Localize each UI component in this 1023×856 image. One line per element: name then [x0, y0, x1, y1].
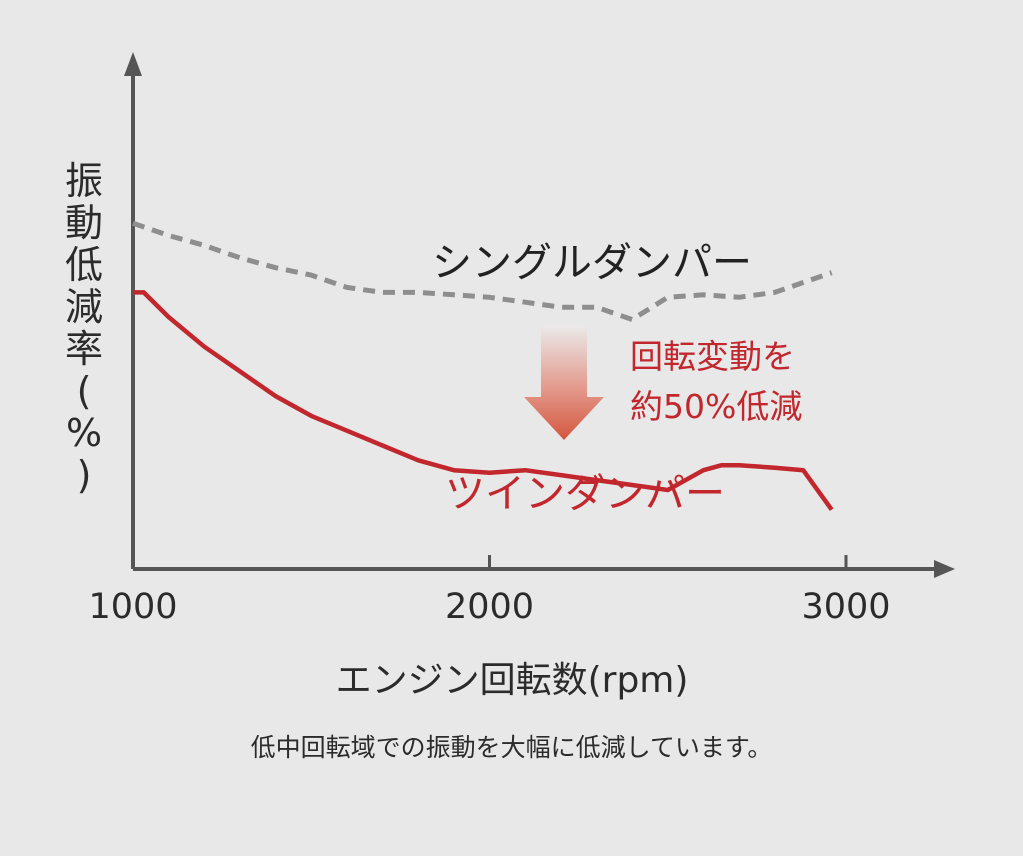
y-axis-label-char: 率 [64, 327, 103, 371]
x-axis-label: エンジン回転数(rpm) [336, 660, 689, 701]
series-label-twin-damper: ツインダンパー [445, 471, 725, 517]
series-line-twin-damper [133, 290, 834, 512]
y-axis-label-char: 動 [64, 201, 103, 245]
x-tick-label: 2000 [445, 587, 534, 627]
series-label-single-damper: シングルダンパー [432, 240, 752, 286]
y-axis-label: 振動低減率(%) [58, 160, 110, 496]
y-axis-label-char: ) [76, 453, 92, 497]
y-axis-label-char: % [65, 411, 103, 455]
y-axis-label-char: 低 [64, 243, 103, 287]
x-tick-label: 3000 [801, 587, 890, 627]
y-axis-label-char: 減 [64, 285, 103, 329]
annotation-text-line: 約50%低減 [630, 387, 802, 426]
x-axis-arrowhead [934, 560, 955, 578]
annotation-text-line: 回転変動を [630, 337, 795, 376]
axes: 1000 2000 3000 エンジン回転数(rpm) [88, 52, 955, 701]
caption: 低中回転域での振動を大幅に低減しています。 [250, 733, 773, 762]
x-tick-label: 1000 [88, 587, 177, 627]
y-axis-label-char: ( [76, 369, 92, 413]
series-line-single-damper [132, 220, 833, 322]
reduction-arrow [524, 325, 604, 440]
y-axis-arrowhead [124, 52, 142, 76]
y-axis-label-char: 振 [64, 159, 103, 203]
